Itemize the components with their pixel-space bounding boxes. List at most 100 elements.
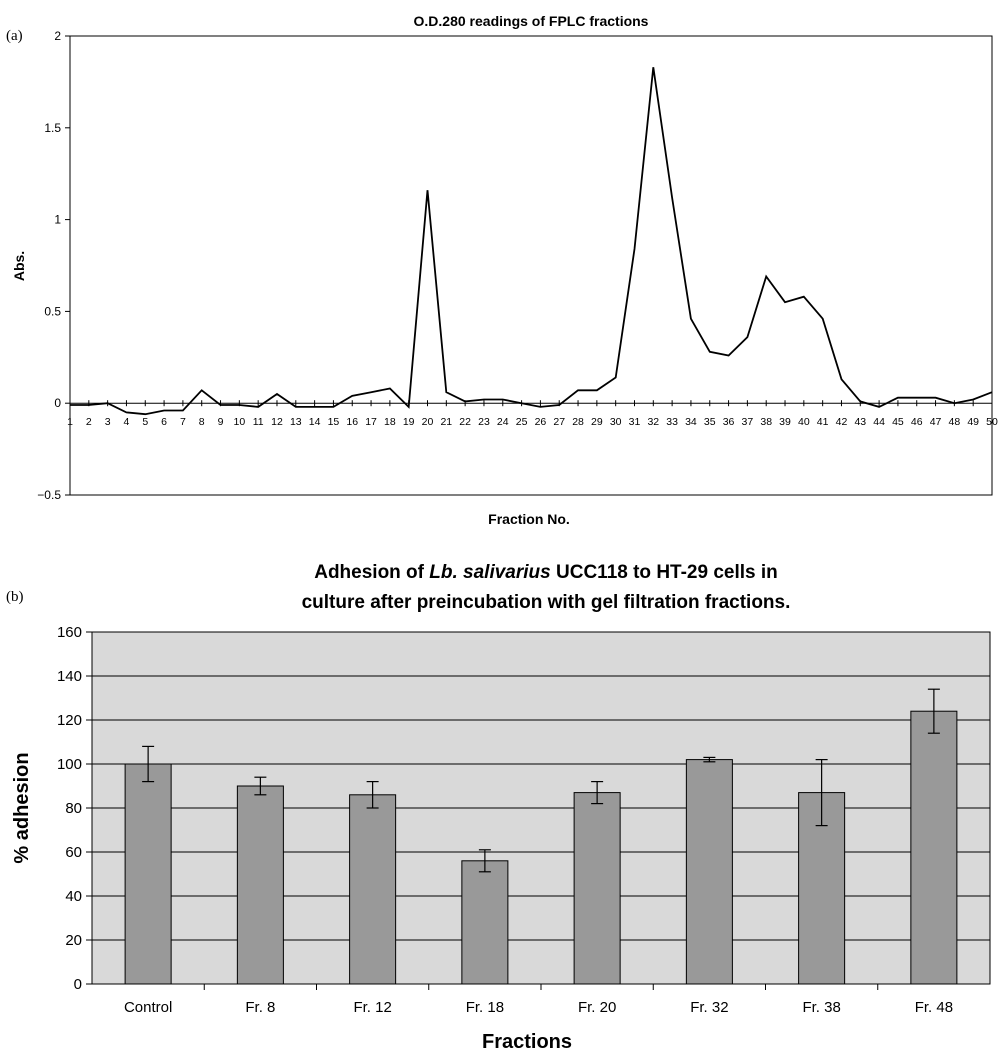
chart-a-y-tick-label: 1.5 (44, 121, 61, 135)
chart-a-x-tick-label: 13 (290, 416, 302, 428)
chart-b-category-label: Fr. 32 (690, 999, 728, 1016)
chart-b-x-label: Fractions (482, 1031, 572, 1053)
chart-b-y-label: % adhesion (11, 752, 33, 863)
chart-b-title-prefix: Adhesion of (314, 562, 429, 583)
chart-a-x-tick-label: 1 (67, 416, 73, 428)
chart-b-category-label: Fr. 18 (466, 999, 504, 1016)
chart-a-x-tick-label: 18 (384, 416, 396, 428)
chart-a-plot-frame (69, 35, 993, 496)
chart-b-bar (685, 759, 733, 985)
chart-a-x-tick-label: 24 (497, 416, 509, 428)
chart-a-x-tick-label: 50 (986, 416, 998, 428)
chart-a: (a) O.D.280 readings of FPLC fractions 2… (6, 13, 998, 527)
chart-b-y-axis: 160 140 120 100 80 60 40 20 0 (57, 624, 92, 993)
chart-a-x-tick-label: 20 (422, 416, 434, 428)
chart-b-bar (461, 860, 509, 985)
chart-b-y-tick-label: 100 (57, 756, 82, 773)
chart-b-y-tick-label: 40 (65, 888, 82, 905)
chart-a-x-tick-label: 19 (403, 416, 415, 428)
chart-a-x-tick-label: 21 (440, 416, 452, 428)
chart-a-x-tick-label: 17 (365, 416, 377, 428)
chart-a-x-tick-label: 2 (86, 416, 92, 428)
chart-a-x-tick-label: 39 (779, 416, 791, 428)
chart-a-x-tick-label: 25 (516, 416, 528, 428)
chart-a-x-tick-label: 38 (760, 416, 772, 428)
chart-a-x-tick-label: 31 (629, 416, 641, 428)
chart-a-x-tick-label: 22 (459, 416, 471, 428)
chart-a-y-label: Abs. (11, 251, 27, 281)
chart-a-x-tick-label: 23 (478, 416, 490, 428)
panel-a-label: (a) (6, 28, 23, 44)
chart-b-y-tick-label: 80 (65, 800, 82, 817)
chart-b-category-label: Fr. 48 (915, 999, 953, 1016)
chart-b-bar (349, 794, 397, 985)
chart-a-x-tick-label: 34 (685, 416, 697, 428)
chart-a-y-tick-label: 0.5 (44, 304, 61, 318)
chart-a-x-tick-label: 41 (817, 416, 829, 428)
chart-a-x-label: Fraction No. (488, 511, 570, 527)
chart-a-x-tick-label: 35 (704, 416, 716, 428)
chart-a-x-tick-label: 47 (930, 416, 942, 428)
chart-a-x-tick-label: 30 (610, 416, 622, 428)
chart-a-x-tick-label: 16 (346, 416, 358, 428)
chart-b-title-line2: culture after preincubation with gel fil… (302, 592, 791, 613)
chart-b-y-tick-label: 140 (57, 668, 82, 685)
chart-b-category-label: Control (124, 999, 172, 1016)
chart-a-series-line (70, 67, 993, 416)
chart-a-series (70, 67, 993, 416)
chart-b-bar (910, 710, 958, 985)
chart-a-x-tick-label: 26 (535, 416, 547, 428)
chart-a-x-tick-label: 36 (723, 416, 735, 428)
panel-b-label: (b) (6, 589, 24, 605)
chart-a-x-tick-label: 29 (591, 416, 603, 428)
chart-a-title: O.D.280 readings of FPLC fractions (414, 13, 649, 29)
chart-a-x-tick-label: 27 (553, 416, 565, 428)
chart-b-bars (124, 688, 958, 985)
chart-a-x-tick-label: 49 (967, 416, 979, 428)
chart-a-x-tick-label: 14 (309, 416, 321, 428)
chart-a-y-tick-label: 0 (54, 396, 61, 410)
chart-b-category-label: Fr. 20 (578, 999, 616, 1016)
chart-a-x-tick-label: 44 (873, 416, 885, 428)
chart-a-x-tick-label: 37 (742, 416, 754, 428)
chart-b-y-tick-label: 160 (57, 624, 82, 641)
chart-b-category-label: Fr. 12 (353, 999, 391, 1016)
chart-a-x-tick-label: 3 (105, 416, 111, 428)
chart-a-x-tick-label: 4 (124, 416, 130, 428)
chart-a-x-tick-label: 32 (647, 416, 659, 428)
chart-a-y-axis: 2 1.5 1 0.5 0 −0.5 (37, 29, 70, 502)
chart-a-x-tick-label: 7 (180, 416, 186, 428)
chart-b-y-tick-label: 20 (65, 932, 82, 949)
chart-a-x-tick-label: 9 (218, 416, 224, 428)
chart-a-x-tick-label: 5 (142, 416, 148, 428)
chart-b-y-tick-label: 60 (65, 844, 82, 861)
chart-a-x-tick-label: 10 (234, 416, 246, 428)
chart-b-bar (573, 792, 621, 985)
chart-b-y-tick-label: 0 (74, 976, 82, 993)
chart-a-y-tick-label: −0.5 (37, 488, 61, 502)
chart-a-x-tick-label: 43 (854, 416, 866, 428)
chart-a-x-tick-label: 12 (271, 416, 283, 428)
chart-b: (b) Adhesion of Lb. salivarius UCC118 to… (6, 562, 991, 1053)
chart-a-x-tick-label: 48 (949, 416, 961, 428)
chart-a-x-tick-label: 28 (572, 416, 584, 428)
chart-b-title-italic: Lb. salivarius (429, 562, 550, 583)
chart-a-y-tick-label: 1 (54, 213, 61, 227)
chart-b-bar (124, 763, 172, 985)
chart-b-category-label: Fr. 8 (245, 999, 275, 1016)
chart-b-bar (236, 785, 284, 985)
chart-b-category-label: Fr. 38 (802, 999, 840, 1016)
chart-b-x-axis: Control Fr. 8 Fr. 12 Fr. 18 Fr. 20 Fr. 32 Fr. … (124, 984, 953, 1016)
chart-a-x-tick-label: 46 (911, 416, 923, 428)
chart-a-x-tick-label: 15 (328, 416, 340, 428)
chart-a-y-tick-label: 2 (54, 29, 61, 43)
chart-a-x-tick-label: 11 (253, 416, 264, 428)
chart-a-x-tick-label: 42 (836, 416, 848, 428)
chart-a-x-tick-label: 45 (892, 416, 904, 428)
chart-b-title-suffix: UCC118 to HT-29 cells in (551, 562, 778, 583)
chart-b-title-line1: Adhesion of Lb. salivarius UCC118 to HT-… (314, 562, 778, 583)
chart-a-x-tick-label: 33 (666, 416, 678, 428)
chart-b-y-tick-label: 120 (57, 712, 82, 729)
chart-a-x-tick-label: 6 (161, 416, 167, 428)
chart-a-x-tick-label: 8 (199, 416, 205, 428)
